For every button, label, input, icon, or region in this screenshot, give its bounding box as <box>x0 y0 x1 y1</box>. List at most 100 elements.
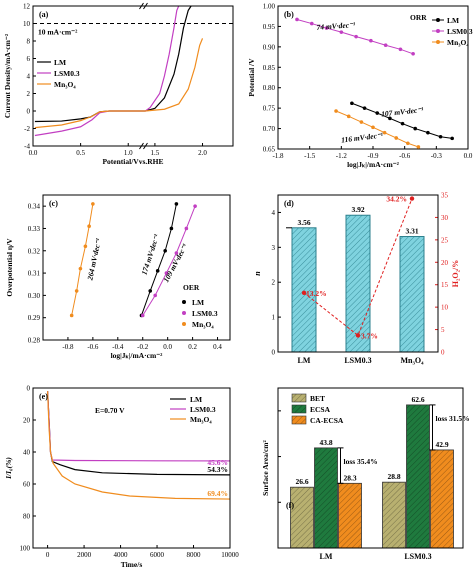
x-tick-label: 0.0 <box>163 343 172 351</box>
data-point-2 <box>406 141 410 146</box>
bar-CA-ECSA <box>338 482 362 549</box>
panel-c-frame <box>42 194 231 341</box>
series-line-1 <box>142 205 196 316</box>
y-axis-title: I/I₀(%) <box>4 457 13 480</box>
series-line-2 <box>34 38 204 129</box>
data-point-2 <box>359 120 364 124</box>
y-tick-label: 0.90 <box>263 43 276 51</box>
end-value-label-0: 54.3% <box>207 465 228 474</box>
y-axis-title: n <box>253 271 262 276</box>
legend-label: BET <box>310 394 325 403</box>
data-point-1 <box>295 17 299 22</box>
y2-tick-label: 15 <box>441 281 449 289</box>
panel-label: (f) <box>286 501 294 510</box>
legend-label: LSM0.3 <box>54 69 80 78</box>
x-tick-label: -0.8 <box>62 343 74 351</box>
y-axis-title: Overpotential η/V <box>5 238 14 297</box>
y-tick-label: 0.33 <box>28 225 41 233</box>
panel-a <box>32 2 233 150</box>
legend-marker <box>182 322 186 326</box>
y-tick-label: 0.70 <box>263 125 276 133</box>
y2-tick-label: 25 <box>441 236 449 244</box>
y-tick-label: 0.80 <box>263 84 276 92</box>
panel-annotation: OER <box>183 283 200 292</box>
data-point-0 <box>350 101 354 106</box>
bar-ECSA <box>406 404 430 549</box>
data-point-1 <box>193 204 197 208</box>
x-tick-label: 2.0 <box>198 149 207 157</box>
y-tick-label: 4 <box>27 73 31 81</box>
data-point-2 <box>91 202 95 206</box>
data-point-0 <box>169 226 174 231</box>
data-point-2 <box>87 224 91 229</box>
h2o2-point <box>301 290 307 295</box>
bar-1 <box>345 214 371 353</box>
bar-value-label: 26.6 <box>295 477 308 486</box>
data-point-0 <box>450 136 454 141</box>
y-tick-label: 12 <box>23 3 31 11</box>
x-axis-title: Potential/Vvs.RHE <box>102 157 163 166</box>
x-tick-label: 0.5 <box>76 149 85 157</box>
y2-tick-label: 30 <box>441 214 449 222</box>
x-axis-title: log|Jₖ|/mA·cm⁻² <box>347 160 400 169</box>
bar-value-label: 43.8 <box>319 438 332 447</box>
panel-d <box>278 194 438 353</box>
bar-BET <box>290 486 314 549</box>
h2o2-value-label: 34.2% <box>386 195 407 204</box>
x-tick-label: 4000 <box>114 551 129 559</box>
x-tick-label: -0.6 <box>399 152 411 160</box>
panel-e <box>33 387 231 549</box>
y-tick-label: 60 <box>23 481 31 489</box>
data-point-1 <box>164 271 169 275</box>
legend-marker <box>182 311 186 315</box>
series-line-1 <box>46 391 231 462</box>
legend-label: LM <box>54 58 66 67</box>
x-tick-label: 0.0 <box>464 152 473 160</box>
x-tick-label: -0.2 <box>137 343 149 351</box>
legend-label: LM <box>192 298 204 307</box>
panel-a-frame <box>32 5 234 147</box>
h2o2-value-label: 3.7% <box>361 331 378 340</box>
data-point-2 <box>416 145 421 149</box>
legend-label: Mn₃O₄ <box>54 80 76 89</box>
data-point-2 <box>394 136 399 140</box>
y-tick-label: 80 <box>23 513 31 521</box>
series-line-0 <box>141 203 177 316</box>
data-point-0 <box>163 248 167 253</box>
h2o2-point <box>409 196 415 201</box>
x-category-label: LM <box>298 356 311 365</box>
x-tick-label: 0.0 <box>29 149 38 157</box>
data-point-2 <box>334 109 338 113</box>
end-value-label-2: 69.4% <box>207 489 228 498</box>
slope-label-1: 74 mV·dec⁻¹ <box>316 20 355 32</box>
data-point-0 <box>438 134 443 139</box>
x-tick-label: 8000 <box>187 551 202 559</box>
bar-0 <box>291 227 317 353</box>
panel-annotation: E=0.70 V <box>95 406 125 415</box>
panel-label: (e) <box>39 392 48 401</box>
panel-label: (c) <box>49 199 58 208</box>
y-tick-label: 3 <box>272 244 276 252</box>
x-category-label: Mn₃O₄ <box>400 356 424 365</box>
y-tick-label: 4 <box>272 209 276 217</box>
x-tick-label: -0.4 <box>112 343 124 351</box>
panel-f <box>278 393 454 549</box>
legend-label: Mn₃O₄ <box>192 320 214 329</box>
data-point-0 <box>362 106 367 110</box>
reference-line-label: 10 mA·cm⁻² <box>38 28 78 37</box>
y-tick-label: 0.65 <box>263 146 276 154</box>
data-point-2 <box>371 125 375 130</box>
x-axis-title: Time/s <box>121 560 143 569</box>
x-tick-label: 1.0 <box>124 149 133 157</box>
x-tick-label: -0.6 <box>87 343 99 351</box>
bar-2 <box>399 236 425 353</box>
y-tick-label: 40 <box>23 449 31 457</box>
x-tick-label: 10000 <box>221 551 239 559</box>
h2o2-line <box>303 198 413 337</box>
y-tick-label: 20 <box>23 417 31 425</box>
bar-BET <box>382 481 406 549</box>
legend-label: Mn₃O₄ <box>190 415 212 424</box>
y-tick-label: 0.29 <box>28 314 41 322</box>
data-point-1 <box>140 313 145 318</box>
bar-value-label: 62.6 <box>411 395 424 404</box>
